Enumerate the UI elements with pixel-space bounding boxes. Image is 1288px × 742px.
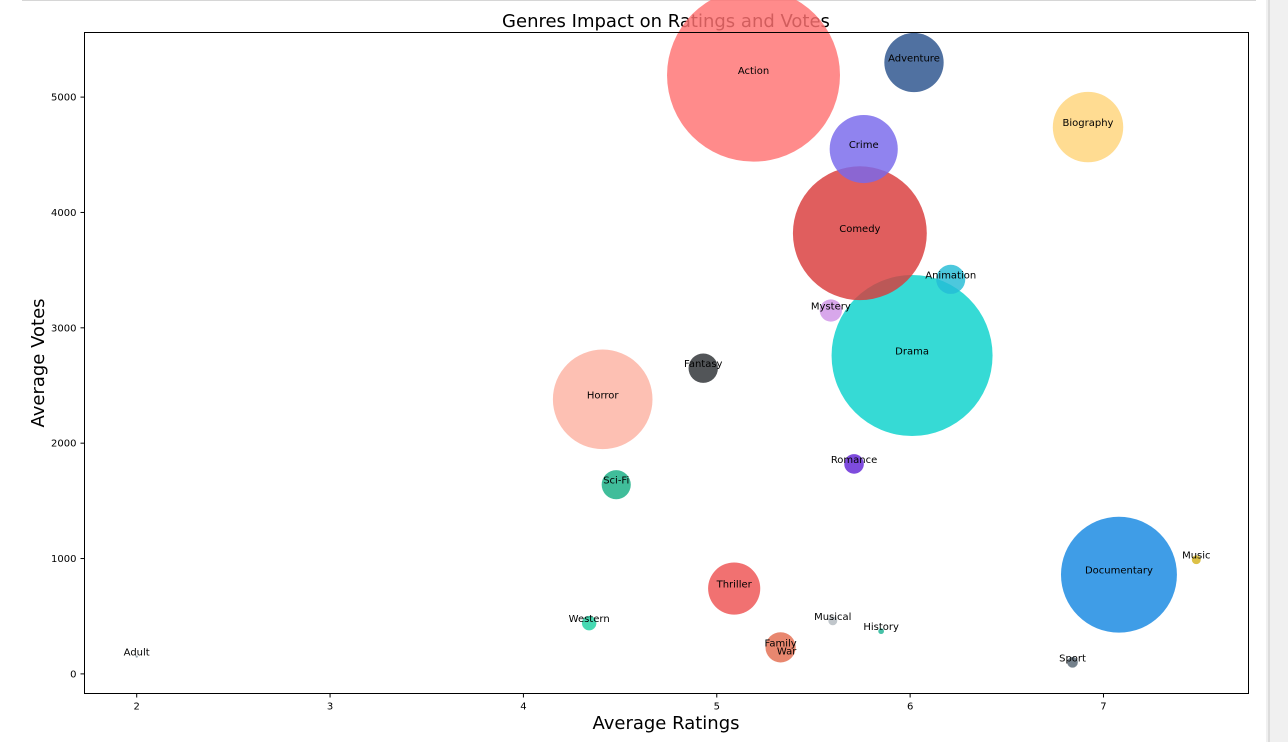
y-tick-label: 3000 (51, 323, 76, 334)
bubble-adventure (884, 32, 944, 93)
bubble-label-action: Action (738, 66, 769, 77)
bubble-label-mystery: Mystery (811, 302, 851, 313)
bubble-documentary (1060, 516, 1177, 633)
bubble-animation (936, 264, 966, 294)
bubble-label-comedy: Comedy (839, 224, 880, 235)
bubble-label-crime: Crime (849, 140, 879, 151)
bubble-label-family: Family (764, 638, 796, 649)
y-tick-label: 0 (70, 669, 76, 680)
bubble-sci-fi (601, 470, 631, 500)
bubble-labels-layer: Action Adventure Biography Crime Comedy Anima… (124, 53, 1211, 664)
bubble-comedy (792, 166, 927, 301)
bubble-label-documentary: Documentary (1085, 566, 1153, 577)
bubble-family (765, 632, 796, 663)
y-axis-title: Average Votes (28, 298, 49, 427)
x-tick-label: 4 (520, 702, 526, 713)
bubble-biography (1052, 91, 1124, 163)
scrollbar-thumb[interactable] (1268, 0, 1270, 742)
bubble-western (581, 615, 597, 631)
y-axis: 0 1000 2000 3000 4000 5000 (51, 93, 85, 680)
bubble-thriller (708, 562, 761, 615)
bubble-musical (828, 616, 838, 626)
bubble-label-sport: Sport (1059, 653, 1086, 664)
bubble-label-western: Western (569, 614, 610, 625)
bubble-action (667, 0, 840, 162)
bubble-crime (829, 114, 898, 184)
bubble-label-history: History (863, 622, 899, 633)
bubble-fantasy (688, 353, 718, 383)
x-tick-label: 5 (714, 702, 720, 713)
x-tick-label: 2 (134, 702, 140, 713)
bubble-mystery (819, 299, 842, 322)
bubble-history (878, 628, 884, 635)
bubble-sport (1067, 657, 1078, 668)
bubble-label-horror: Horror (587, 390, 620, 401)
bubble-romance (844, 454, 864, 474)
bubble-label-music: Music (1182, 551, 1210, 562)
bubble-label-biography: Biography (1063, 118, 1114, 129)
y-tick-label: 4000 (51, 208, 76, 219)
bubble-adult (135, 655, 138, 658)
vertical-scrollbar[interactable] (1266, 0, 1288, 742)
bubble-label-animation: Animation (925, 270, 976, 281)
bubble-label-war: War (777, 646, 797, 657)
y-tick-label: 1000 (51, 554, 76, 565)
bubble-label-sci-fi: Sci-Fi (603, 476, 629, 487)
y-tick-label: 2000 (51, 439, 76, 450)
x-tick-label: 6 (907, 702, 913, 713)
x-tick-label: 3 (327, 702, 333, 713)
bubble-label-thriller: Thriller (716, 580, 753, 591)
bubbles-layer (135, 0, 1201, 668)
bubble-drama (831, 275, 993, 437)
bubble-horror (552, 349, 653, 450)
y-tick-label: 5000 (51, 93, 76, 104)
bubble-label-drama: Drama (895, 347, 929, 358)
bubble-label-romance: Romance (831, 455, 877, 466)
x-axis: 2 3 4 5 6 7 (134, 693, 1107, 713)
bubble-label-adult: Adult (124, 648, 150, 659)
bubble-label-fantasy: Fantasy (684, 359, 723, 370)
window-top-divider (22, 0, 1256, 1)
bubble-label-adventure: Adventure (888, 53, 940, 64)
bubble-label-musical: Musical (814, 612, 851, 623)
plot-frame (84, 32, 1249, 694)
x-tick-label: 7 (1100, 702, 1106, 713)
x-axis-title: Average Ratings (592, 713, 739, 734)
bubble-music (1191, 555, 1201, 565)
